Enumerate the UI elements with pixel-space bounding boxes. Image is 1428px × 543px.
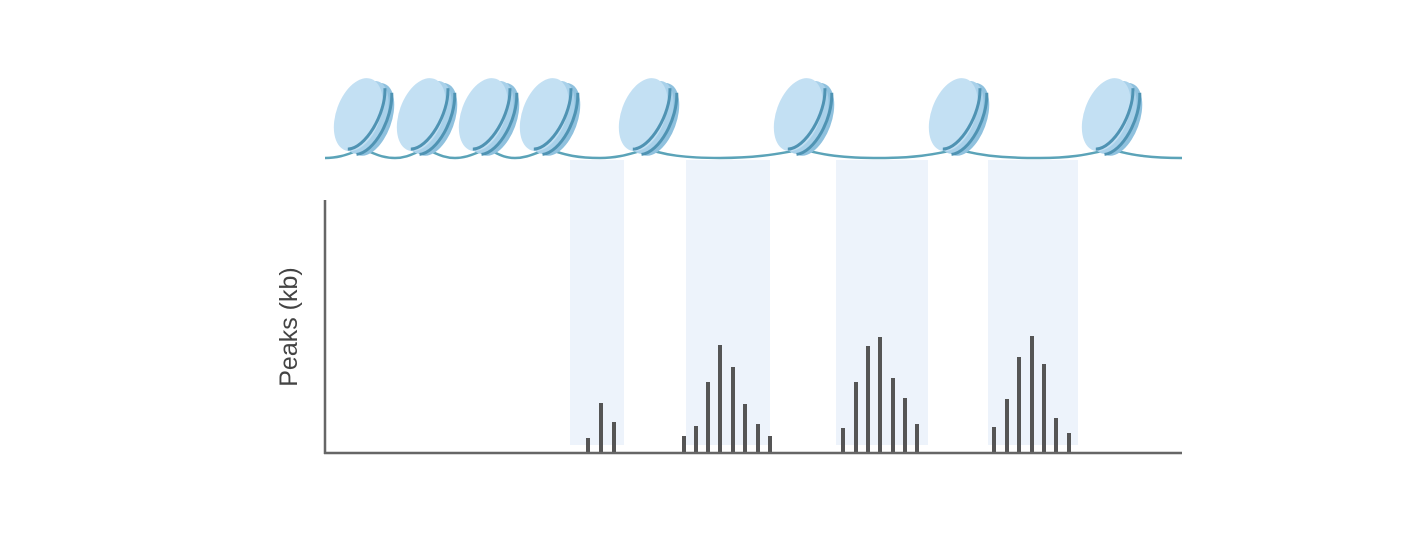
dna-wrap	[787, 88, 827, 151]
dna-wrap	[472, 88, 512, 151]
nucleosome	[618, 78, 680, 156]
peak-bar	[866, 346, 870, 453]
nucleosomes	[333, 78, 1143, 156]
nucleosome	[1081, 78, 1143, 156]
peak-bar	[768, 436, 772, 453]
peak-bar	[682, 436, 686, 453]
peak-bar	[1017, 357, 1021, 453]
dna-wrap	[481, 92, 519, 156]
nucleosome	[333, 78, 395, 156]
peak-bar	[878, 337, 882, 453]
y-axis-label: Peaks (kb)	[275, 267, 303, 386]
peak-bar	[718, 345, 722, 453]
peak-bar	[706, 382, 710, 453]
nucleosome	[458, 78, 520, 156]
peak-bar	[586, 438, 590, 453]
dna-wrap	[942, 88, 982, 151]
nucleosome	[773, 78, 835, 156]
dna-wrap	[356, 92, 394, 156]
peak-bar	[599, 403, 603, 453]
nucleosome	[396, 78, 458, 156]
peak-bar	[841, 428, 845, 453]
peak-bar	[903, 398, 907, 453]
peak-bar	[1054, 418, 1058, 453]
dna-wrap	[410, 88, 450, 151]
peak-bar	[694, 426, 698, 453]
peak-bar	[915, 424, 919, 453]
dna-strand	[324, 148, 1183, 160]
dna-wrap	[542, 92, 580, 156]
peak-bar	[992, 427, 996, 453]
peak-bar	[612, 422, 616, 453]
dna-wrap	[419, 92, 457, 156]
dna-wrap	[1104, 92, 1142, 156]
peak-bar	[854, 382, 858, 453]
peak-bar	[756, 424, 760, 453]
dna-wrap	[1095, 88, 1135, 151]
peak-bars	[586, 336, 1071, 453]
peak-bar	[1030, 336, 1034, 453]
peak-bar	[1005, 399, 1009, 453]
dna-wrap	[796, 92, 834, 156]
peak-bar	[1042, 364, 1046, 453]
peak-bar	[891, 378, 895, 453]
shaded-region	[686, 160, 770, 445]
shaded-regions	[570, 160, 1078, 445]
nucleosome	[519, 78, 581, 156]
dna-wrap	[951, 92, 989, 156]
dna-wrap	[632, 88, 672, 151]
peak-bar	[731, 367, 735, 453]
nucleosome	[928, 78, 990, 156]
dna-wrap	[347, 88, 387, 151]
shaded-region	[570, 160, 624, 445]
peak-bar	[743, 404, 747, 453]
peak-bar	[1067, 433, 1071, 453]
dna-wrap	[533, 88, 573, 151]
dna-wrap	[641, 92, 679, 156]
